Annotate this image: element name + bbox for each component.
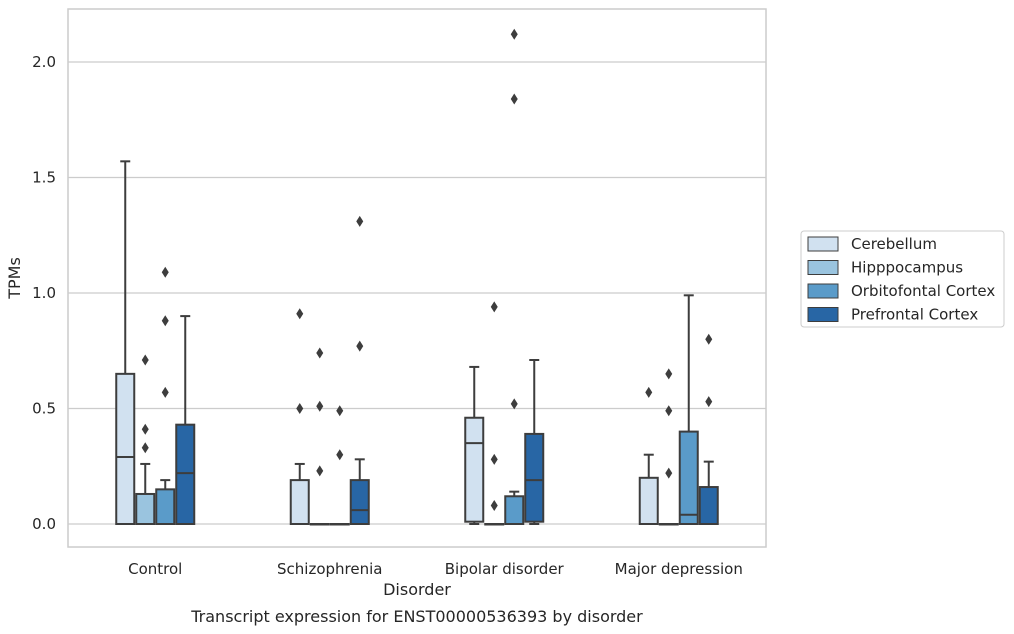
legend-label: Prefrontal Cortex [851,306,978,324]
x-tick-label: Bipolar disorder [445,560,565,578]
legend-label: Orbitofontal Cortex [851,282,995,300]
box-orbitofontal-cortex [329,405,350,526]
outlier-point [141,442,149,454]
outlier-point [316,400,324,412]
x-tick-label: Major depression [615,560,743,578]
box-body [135,492,156,526]
box-cerebellum [638,386,659,525]
outlier-point [665,467,673,479]
outlier-point [161,266,169,278]
box-hipppocampus [658,368,679,526]
x-axis-ticks: Control Schizophrenia Bipolar disorder Majo… [128,560,743,578]
outlier-point [510,28,518,40]
legend-label: Hipppocampus [851,259,963,277]
outlier-point [490,453,498,465]
outlier-point [510,93,518,105]
box-cerebellum [115,160,136,525]
outlier-point [665,405,673,417]
y-tick-label: 1.0 [32,284,56,302]
outlier-point [316,465,324,477]
chart-caption: Transcript expression for ENST0000053639… [190,607,643,626]
box-prefrontal-cortex [349,215,370,525]
outlier-point [141,354,149,366]
box-cerebellum [289,308,310,525]
box-orbitofontal-cortex [504,28,525,525]
outlier-point [336,449,344,461]
box-hipppocampus [309,347,330,526]
box-body [464,416,485,523]
outlier-point [336,405,344,417]
outlier-point [665,368,673,380]
box-groups [115,28,719,526]
x-tick-label: Schizophrenia [277,560,382,578]
box-body [155,488,176,526]
grid-lines [68,61,766,525]
y-axis-title: TPMs [5,257,24,300]
y-axis-ticks: 0.0 0.5 1.0 1.5 2.0 [32,53,56,533]
box-prefrontal-cortex [698,333,719,526]
outlier-point [161,386,169,398]
legend-swatch [807,260,839,275]
box-hipppocampus [135,354,156,526]
legend-swatch [807,307,839,322]
box-orbitofontal-cortex [155,266,176,526]
box-prefrontal-cortex [524,358,545,525]
legend: Cerebellum Hipppocampus Orbitofontal Corte… [800,230,1005,328]
box-cerebellum [464,365,485,525]
box-body [349,479,370,525]
outlier-point [141,423,149,435]
box-body [638,476,659,525]
outlier-point [356,215,364,227]
x-tick-label: Control [128,560,182,578]
box-hipppocampus [484,301,505,526]
outlier-point [296,308,304,320]
legend-label: Cerebellum [851,235,937,253]
outlier-point [316,347,324,359]
outlier-point [490,301,498,313]
legend-frame [800,230,1005,328]
y-tick-label: 0.5 [32,400,56,418]
plot-frame [67,8,767,548]
x-axis-title: Disorder [383,580,451,599]
outlier-point [645,386,653,398]
box-body [504,495,525,525]
y-tick-label: 2.0 [32,53,56,71]
box-body [698,486,719,526]
legend-swatch [807,283,839,299]
outlier-point [705,396,713,408]
box-body [175,423,196,526]
outlier-point [490,500,498,512]
y-tick-label: 1.5 [32,169,56,187]
y-tick-label: 0.0 [32,515,56,533]
outlier-point [705,333,713,345]
outlier-point [510,398,518,410]
box-orbitofontal-cortex [678,294,699,526]
outlier-point [296,403,304,414]
box-body [289,479,310,525]
box-prefrontal-cortex [175,315,196,526]
box-body [678,430,699,526]
box-body [524,432,545,523]
outlier-point [161,315,169,327]
outlier-point [356,340,364,352]
box-body [115,372,136,525]
legend-swatch [807,236,839,252]
